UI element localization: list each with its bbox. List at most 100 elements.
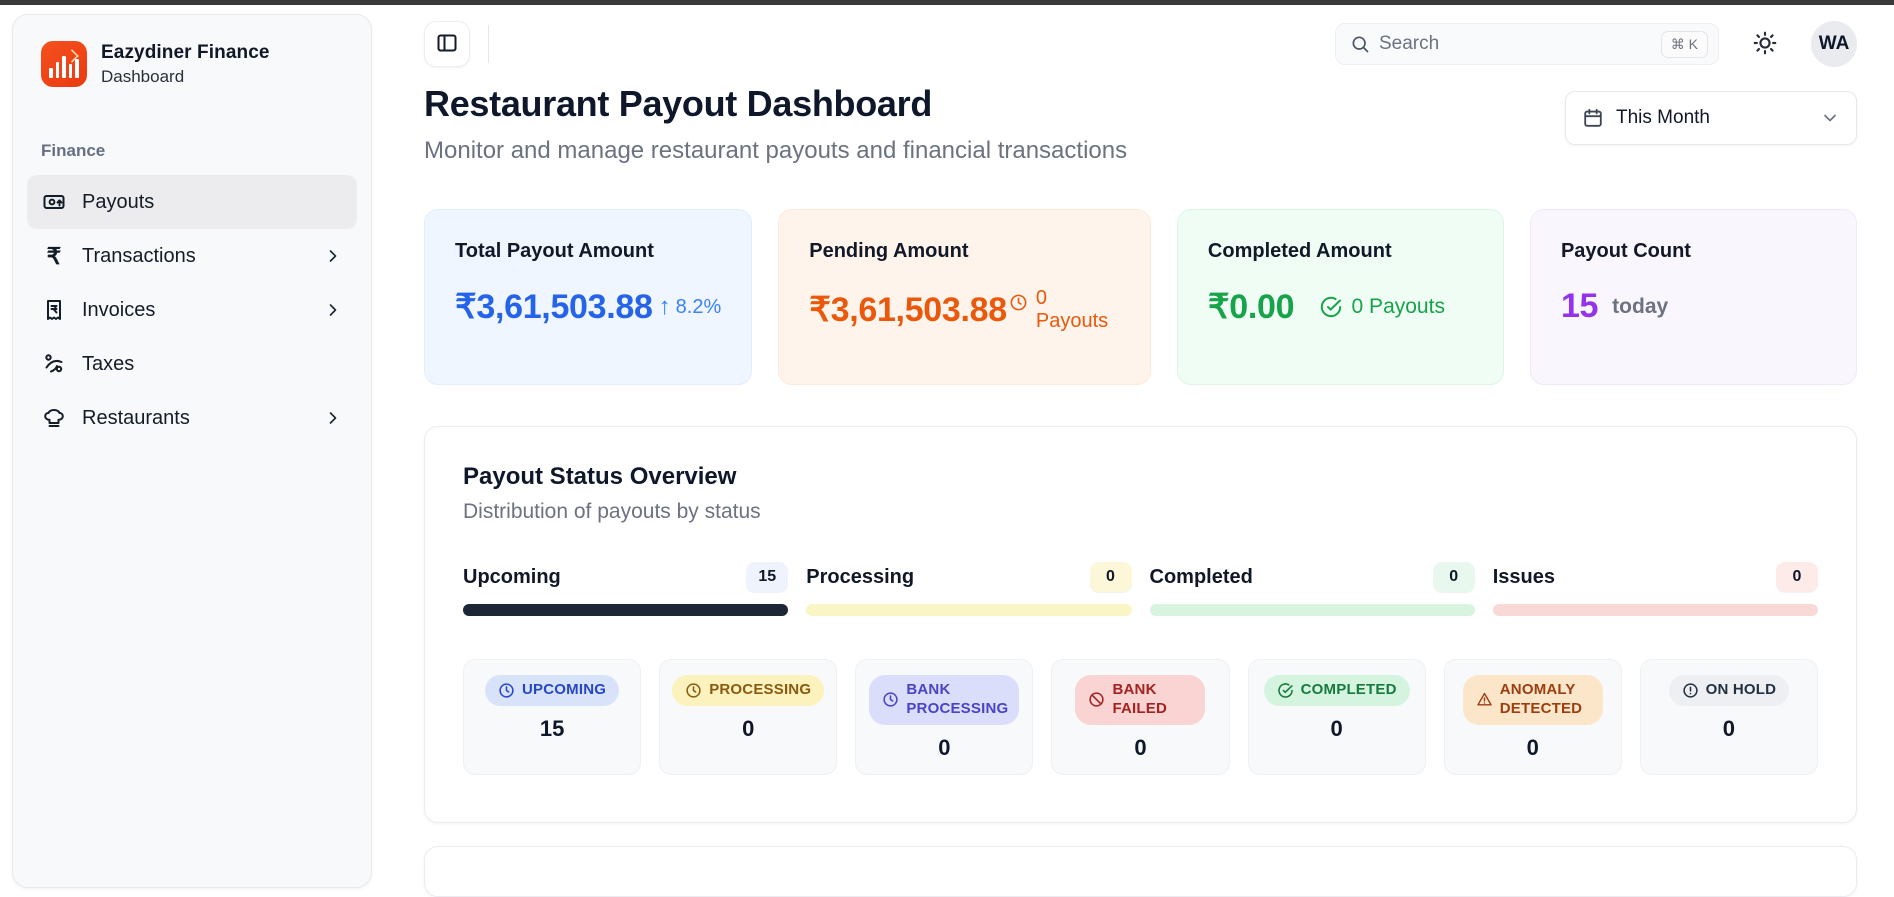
- sidebar-item-invoices[interactable]: Invoices: [27, 283, 357, 337]
- clock-icon: [883, 692, 898, 708]
- invoice-receipt-icon: [41, 297, 67, 323]
- main-content: ⌘ K WA Restaurant Payout Dashboard Monit…: [384, 5, 1894, 897]
- period-filter-select[interactable]: This Month: [1565, 91, 1857, 146]
- stat-label: Completed Amount: [1207, 240, 1392, 263]
- sidebar: Eazydiner Finance Dashboard Finance Payo…: [12, 14, 372, 888]
- nav-section-label: Finance: [41, 141, 106, 160]
- check-circle-icon: [1320, 296, 1341, 318]
- status-bar-processing: Processing 0: [806, 562, 1132, 617]
- stat-card-pending: Pending Amount ₹3,61,503.88 0 Payouts: [778, 209, 1151, 386]
- status-chip-anomaly-detected: ANOMALY DETECTED 0: [1443, 659, 1622, 776]
- sidebar-toggle-button[interactable]: [424, 21, 470, 68]
- sidebar-item-label: Transactions: [82, 244, 196, 267]
- bar-label: Processing: [806, 565, 915, 588]
- stat-value: ₹0.00: [1207, 288, 1295, 327]
- page-title: Restaurant Payout Dashboard: [424, 83, 933, 125]
- percent-icon: [41, 351, 67, 377]
- search-shortcut-kbd: ⌘ K: [1660, 30, 1708, 58]
- chevron-right-icon: [323, 408, 343, 428]
- chevron-down-icon: [1820, 108, 1840, 128]
- stat-meta: today: [1612, 294, 1669, 318]
- progress-bar: [1492, 604, 1818, 617]
- payout-status-overview-card: Payout Status Overview Distribution of p…: [424, 426, 1857, 824]
- page-subtitle: Monitor and manage restaurant payouts an…: [424, 137, 1128, 165]
- ban-icon: [1089, 692, 1105, 708]
- sidebar-item-label: Taxes: [82, 352, 135, 375]
- stat-value: 15: [1560, 287, 1599, 326]
- bar-label: Issues: [1492, 565, 1556, 588]
- user-avatar[interactable]: WA: [1811, 21, 1857, 68]
- theme-toggle-button[interactable]: [1745, 24, 1785, 64]
- status-bar-completed: Completed 0: [1149, 562, 1475, 617]
- check-circle-icon: [1277, 683, 1293, 698]
- clock-icon: [499, 683, 514, 698]
- trend-indicator: ↑ 8.2%: [659, 295, 722, 319]
- calendar-icon: [1582, 107, 1604, 129]
- brand: Eazydiner Finance Dashboard: [27, 41, 357, 87]
- status-chip-completed: COMPLETED 0: [1247, 659, 1426, 776]
- stat-label: Payout Count: [1560, 240, 1691, 263]
- progress-bar: [1149, 604, 1475, 617]
- status-chip-bank-failed: BANK FAILED 0: [1051, 659, 1230, 776]
- sidebar-item-taxes[interactable]: Taxes: [27, 337, 357, 391]
- status-pill: COMPLETED: [1263, 675, 1410, 706]
- sidebar-item-transactions[interactable]: ₹ Transactions: [27, 229, 357, 283]
- sidebar-item-restaurants[interactable]: Restaurants: [27, 391, 357, 445]
- status-bars-row: Upcoming 15 Processing 0 Completed 0: [463, 562, 1818, 617]
- chip-count: 0: [742, 715, 755, 741]
- sidebar-item-label: Restaurants: [82, 406, 190, 429]
- brand-subtitle: Dashboard: [101, 66, 185, 86]
- period-filter-value: This Month: [1616, 107, 1710, 129]
- chip-count: 0: [1330, 715, 1343, 741]
- status-chip-bank-processing: BANK PROCESSING 0: [855, 659, 1034, 776]
- clock-icon: [686, 683, 701, 698]
- bar-label: Upcoming: [463, 565, 561, 588]
- search-icon: [1352, 36, 1369, 53]
- progress-bar: [463, 604, 789, 617]
- stat-value: ₹3,61,503.88: [455, 288, 653, 327]
- eazydiner-logo-icon: [41, 41, 87, 87]
- sidebar-item-payouts[interactable]: Payouts: [27, 175, 357, 229]
- status-chips-row: UPCOMING 15 PROCESSING 0 BANK PROCESSING: [463, 659, 1818, 776]
- status-chip-upcoming: UPCOMING 15: [463, 659, 642, 776]
- chevron-right-icon: [323, 246, 343, 266]
- status-chip-on-hold: ON HOLD 0: [1639, 659, 1818, 776]
- status-pill: UPCOMING: [485, 675, 620, 706]
- status-pill: BANK PROCESSING: [869, 675, 1020, 725]
- status-pill: ON HOLD: [1668, 675, 1790, 706]
- page-head: Restaurant Payout Dashboard Monitor and …: [424, 83, 1857, 165]
- chip-count: 0: [1134, 734, 1147, 760]
- section-title: Payout Status Overview: [463, 463, 737, 491]
- search-input[interactable]: [1379, 33, 1652, 56]
- clock-icon: [1010, 294, 1027, 311]
- chip-count: 15: [539, 715, 565, 741]
- stat-card-completed: Completed Amount ₹0.00 0 Payouts: [1176, 209, 1504, 386]
- search-box[interactable]: ⌘ K: [1335, 23, 1719, 66]
- pending-payout-count: 0 Payouts: [1035, 287, 1109, 333]
- bar-count-badge: 0: [1432, 562, 1475, 593]
- rupee-icon: ₹: [46, 242, 62, 269]
- browser-chrome-strip: [0, 0, 1894, 5]
- panel-left-icon: [435, 31, 459, 58]
- stat-label: Total Payout Amount: [455, 240, 654, 263]
- bar-count-badge: 0: [1089, 562, 1132, 593]
- trend-percent: 8.2%: [675, 295, 722, 318]
- topbar-divider: [488, 25, 489, 64]
- stat-card-payout-count: Payout Count 15 today: [1529, 209, 1857, 386]
- stat-value: ₹3,61,503.88: [809, 291, 1007, 330]
- status-chip-processing: PROCESSING 0: [659, 659, 838, 776]
- stats-row: Total Payout Amount ₹3,61,503.88 ↑ 8.2% …: [424, 209, 1857, 386]
- topbar: ⌘ K WA: [424, 19, 1857, 69]
- payouts-icon: [41, 189, 67, 215]
- sun-icon: [1752, 30, 1778, 59]
- sidebar-item-label: Payouts: [82, 190, 155, 213]
- sidebar-item-label: Invoices: [82, 298, 156, 321]
- status-pill: PROCESSING: [672, 675, 825, 706]
- section-subtitle: Distribution of payouts by status: [463, 500, 761, 524]
- chef-hat-icon: [41, 405, 67, 431]
- warning-triangle-icon: [1477, 693, 1492, 706]
- sidebar-wrap: Eazydiner Finance Dashboard Finance Payo…: [0, 5, 384, 897]
- stat-label: Pending Amount: [809, 240, 969, 263]
- brand-name: Eazydiner Finance: [101, 41, 270, 63]
